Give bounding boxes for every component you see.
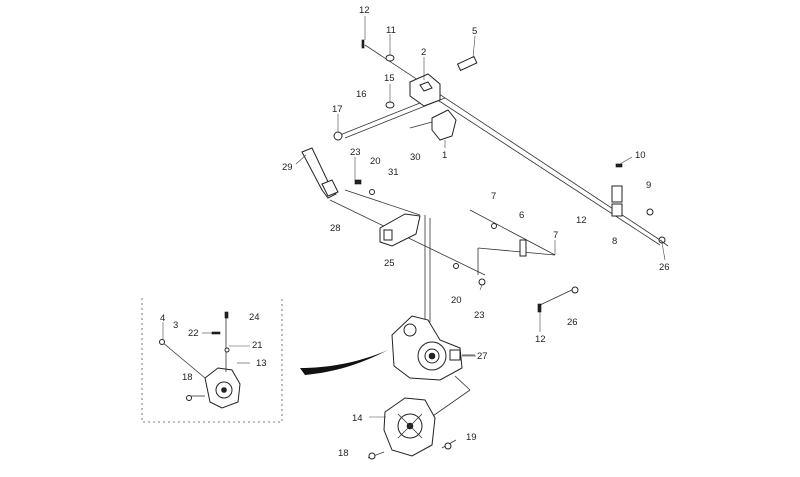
part-label-18: 18 [338,448,349,459]
part-label-24: 24 [249,312,260,323]
part-label-28: 28 [330,223,341,234]
part-label-11: 11 [386,25,396,36]
part-label-26: 26 [567,317,578,328]
part-label-14: 14 [352,413,363,424]
part-label-1: 1 [442,150,447,161]
part-label-31: 31 [388,167,399,178]
view-arrow-icon [300,350,388,375]
part-label-17: 17 [332,104,343,115]
part-label-30: 30 [410,152,421,163]
middle-linkage [301,147,579,322]
part-label-12: 12 [359,5,370,16]
part-label-29: 29 [282,162,293,173]
part-label-21: 21 [252,340,263,351]
part-label-5: 5 [472,26,477,37]
part-label-13: 13 [256,358,267,369]
upper-shaft-assembly [333,39,669,247]
lever-part-1 [431,109,457,141]
part-label-22: 22 [188,328,199,339]
part-label-25: 25 [384,258,395,269]
motor-part-14 [367,397,457,460]
part-label-7: 7 [553,230,558,241]
part-label-9: 9 [646,180,651,191]
part-label-20: 20 [451,295,462,306]
part-label-3: 3 [173,320,178,331]
part-label-7: 7 [491,191,496,202]
part-label-20: 20 [370,156,381,167]
part-label-18: 18 [182,372,193,383]
part-label-15: 15 [384,73,395,84]
leader-lines [162,16,666,418]
part-label-19: 19 [466,432,477,443]
spring-part-5 [456,55,478,72]
part-label-4: 4 [160,313,165,324]
inset-detail-panel [141,298,283,423]
part-label-6: 6 [519,210,524,221]
part-label-26: 26 [659,262,670,273]
part-label-27: 27 [477,351,488,362]
pump-assembly-27 [391,315,475,419]
part-label-16: 16 [356,89,367,100]
part-label-23: 23 [350,147,361,158]
part-number-labels: 12 11 5 2 15 16 17 23 20 30 1 31 29 10 9… [160,5,670,459]
part-label-23: 23 [474,310,485,321]
part-label-12: 12 [535,334,546,345]
part-label-2: 2 [421,47,426,58]
part-label-8: 8 [612,236,617,247]
part-label-10: 10 [635,150,646,161]
part-label-12: 12 [576,215,587,226]
